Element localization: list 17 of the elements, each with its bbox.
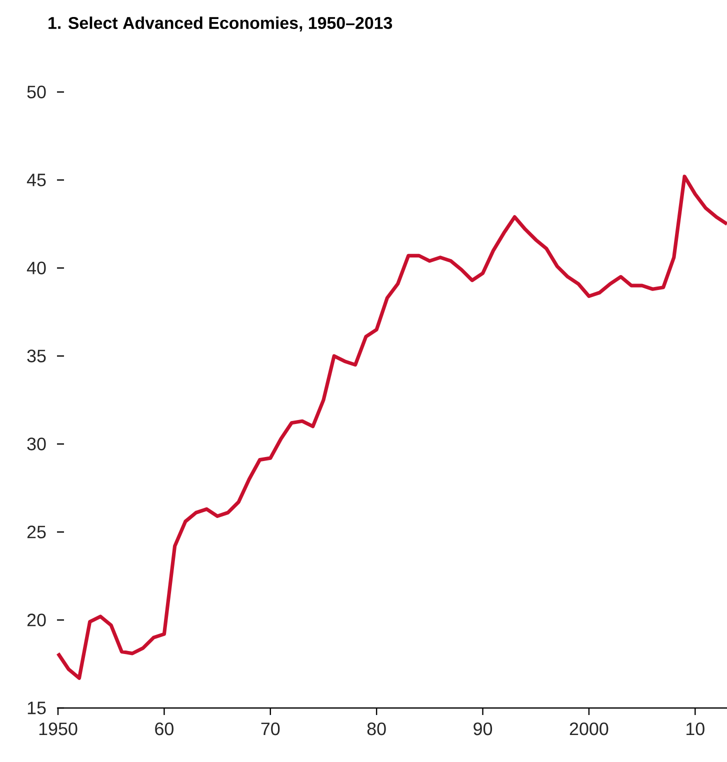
x-tick-label: 2000 [570, 722, 608, 736]
y-tick-label: 25 [27, 526, 46, 538]
x-tick-label: 80 [367, 722, 386, 736]
y-tick-label: 50 [27, 86, 46, 98]
y-tick-label: 15 [28, 702, 46, 714]
y-tick-label: 35 [27, 350, 46, 362]
x-tick-label: 10 [686, 722, 704, 736]
y-tick-label: 45 [26, 174, 46, 186]
chart-title: 1. Select Advanced Economies, 1950–2013 [48, 16, 392, 32]
x-tick-label: 1950 [39, 722, 78, 736]
y-tick-label: 20 [27, 614, 46, 626]
x-tick-label: 60 [155, 722, 174, 736]
y-tick-label: 40 [26, 262, 46, 274]
x-tick-label: 90 [474, 722, 492, 736]
x-tick-label: 70 [261, 722, 280, 736]
y-tick-label: 30 [27, 438, 46, 450]
line-series [56, 174, 727, 680]
